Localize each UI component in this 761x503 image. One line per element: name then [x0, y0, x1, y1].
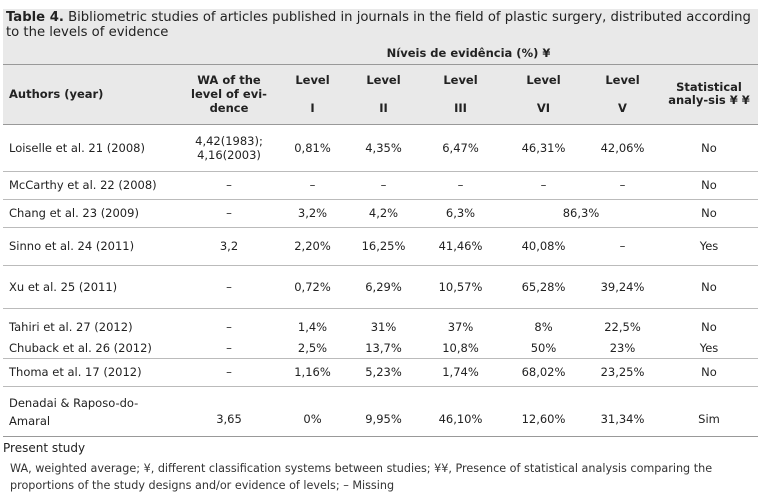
caption-label: Table 4.	[6, 10, 64, 25]
col-level-3: Level III	[419, 64, 502, 124]
col-level-4: Level VI	[502, 64, 585, 124]
col-level-1: Level I	[277, 64, 348, 124]
table-row: Xu et al. 25 (2011) – 0,72% 6,29% 10,57%…	[3, 265, 758, 309]
col-level-5: Level V	[585, 64, 660, 124]
table-row: Tahiri et al. 27 (2012) – 1,4% 31% 37% 8…	[9, 320, 717, 335]
table-row: Sinno et al. 24 (2011) 3,2 2,20% 16,25% …	[3, 227, 758, 266]
table-row: Chang et al. 23 (2009) – 3,2% 4,2% 6,3% …	[3, 199, 758, 228]
table-row: Loiselle et al. 21 (2008) 4,42(1983); 4,…	[3, 124, 758, 172]
group-header: Níveis de evidência (%) ¥	[277, 42, 660, 64]
col-stat: Statistical analy-sis ¥ ¥	[660, 64, 758, 124]
table-row: Denadai & Raposo-do-Amaral 3,65 0% 9,95%…	[9, 396, 720, 429]
table-caption: Table 4. Bibliometric studies of article…	[3, 9, 758, 42]
table-row: Chuback et al. 26 (2012) – 2,5% 13,7% 10…	[3, 338, 758, 359]
caption-text: Bibliometric studies of articles publish…	[6, 10, 751, 40]
col-authors: Authors (year)	[3, 64, 181, 124]
footer-title: Present study	[3, 441, 86, 455]
table-bottom-rule	[3, 436, 758, 437]
evidence-table: Níveis de evidência (%) ¥ Authors (year)…	[3, 42, 758, 438]
table-row: Thoma et al. 17 (2012) – 1,16% 5,23% 1,7…	[3, 358, 758, 387]
table-row: McCarthy et al. 22 (2008) – – – – – – No	[3, 171, 758, 200]
column-header-row: Authors (year) WA of the level of evi-de…	[3, 64, 758, 124]
col-level-2: Level II	[348, 64, 419, 124]
col-wa: WA of the level of evi-dence	[181, 64, 277, 124]
group-header-row: Níveis de evidência (%) ¥	[3, 42, 758, 64]
footer-note: WA, weighted average; ¥, different class…	[10, 462, 713, 492]
